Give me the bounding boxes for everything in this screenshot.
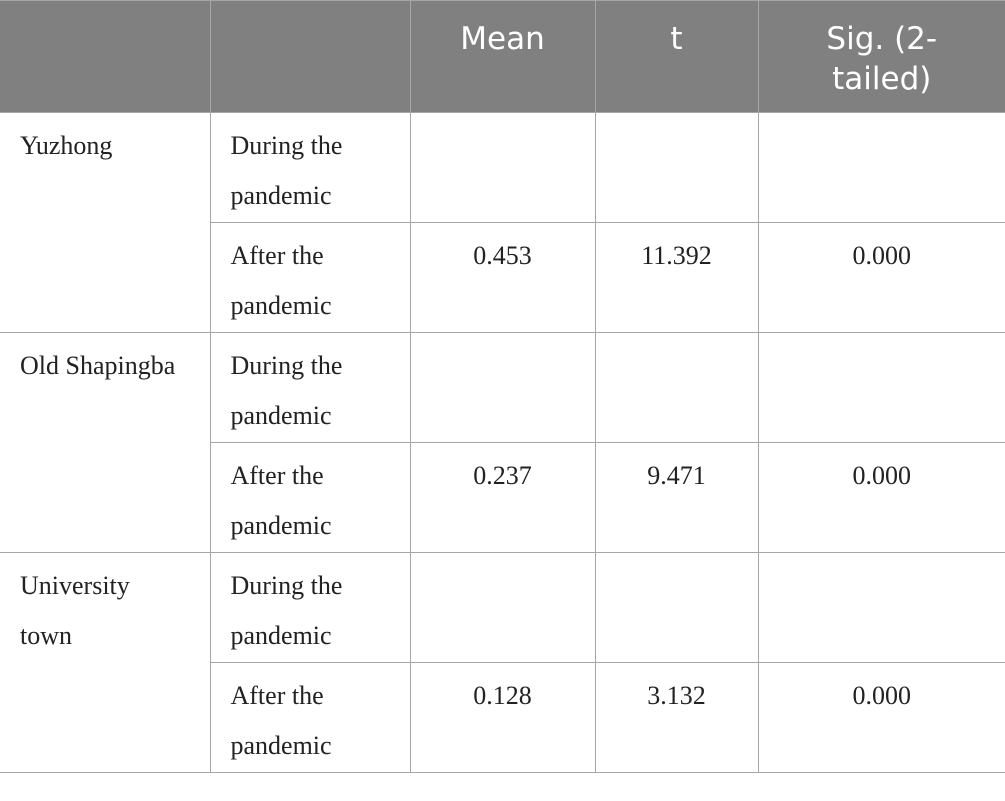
sig-cell: [757, 112, 1005, 223]
sig-cell: [757, 332, 1005, 443]
period-cell: After the pandemic: [210, 662, 411, 773]
period-cell: During the pandemic: [209, 332, 411, 443]
table-row: After the pandemic 0.128 3.132 0.000: [0, 662, 1005, 773]
header-cell: t: [594, 0, 759, 113]
header-text: Sig. (2-tailed): [826, 21, 938, 97]
t-cell: [594, 112, 759, 223]
sig-cell: 0.000: [757, 662, 1005, 773]
site-cell: Old Shapingba: [0, 332, 211, 553]
t-cell: 3.132: [594, 662, 759, 773]
table-body: Yuzhong During the pandemic After the pand…: [0, 112, 1005, 773]
header-cell: [0, 0, 211, 113]
table-row: After the pandemic 0.237 9.471 0.000: [0, 442, 1005, 553]
sig-cell: 0.000: [757, 222, 1005, 333]
t-cell: 9.471: [594, 442, 759, 553]
header-cell: Mean: [409, 0, 596, 113]
sig-cell: 0.000: [757, 442, 1005, 553]
mean-cell: 0.128: [409, 662, 596, 773]
header-cell: [209, 0, 411, 113]
t-cell: 11.392: [594, 222, 759, 333]
period-cell: After the pandemic: [210, 222, 411, 333]
mean-cell: [409, 332, 596, 443]
table-row: Old Shapingba During the pandemic: [0, 332, 1005, 553]
t-cell: [594, 332, 759, 443]
period-cell: During the pandemic: [209, 112, 411, 223]
site-cell: Yuzhong: [0, 112, 211, 333]
header-row: Mean t Sig. (2-tailed): [0, 0, 1005, 113]
period-cell: After the pandemic: [210, 442, 411, 553]
table-row: University town During the pandemic: [0, 552, 1005, 773]
mean-cell: 0.237: [409, 442, 596, 553]
site-cell: University town: [0, 552, 211, 773]
header-cell: Sig. (2-tailed): [757, 0, 1005, 113]
results-table: Mean t Sig. (2-tailed) Yuzhong During the…: [0, 0, 1005, 773]
period-cell: During the pandemic: [209, 552, 411, 663]
mean-cell: [409, 552, 596, 663]
table-row: Yuzhong During the pandemic: [0, 112, 1005, 333]
sig-cell: [757, 552, 1005, 663]
table-row: After the pandemic 0.453 11.392 0.000: [0, 222, 1005, 333]
mean-cell: [409, 112, 596, 223]
mean-cell: 0.453: [409, 222, 596, 333]
t-cell: [594, 552, 759, 663]
